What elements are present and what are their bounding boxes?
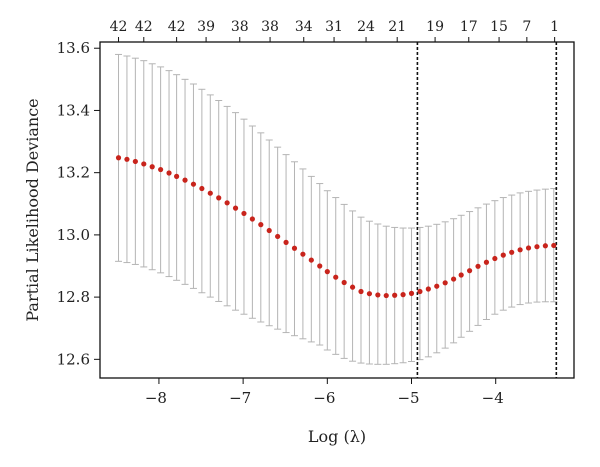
x-tick-label: −7 [229, 389, 251, 407]
top-tick-label: 38 [231, 19, 249, 35]
data-point [392, 292, 398, 298]
x-tick-label: −4 [482, 389, 504, 407]
data-point [492, 255, 498, 262]
top-tick-label: 42 [110, 19, 128, 35]
data-point [317, 263, 323, 269]
top-tick-label: 21 [388, 19, 406, 35]
data-points [115, 155, 557, 299]
error-bar [206, 94, 214, 298]
y-tick-label: 13.0 [57, 226, 90, 244]
data-point [333, 274, 339, 280]
data-point [400, 292, 406, 298]
data-point [408, 290, 415, 296]
top-tick-label: 1 [550, 19, 559, 35]
top-tick-label: 17 [460, 19, 478, 35]
y-tick-label: 12.8 [57, 288, 90, 306]
top-tick-label: 15 [490, 19, 508, 35]
data-point [324, 269, 330, 275]
data-point [483, 259, 490, 265]
data-point [425, 286, 431, 292]
y-tick-label: 13.6 [57, 39, 90, 57]
data-point [458, 272, 464, 278]
data-point [366, 291, 373, 297]
top-axis: 42 42 42 39 38 38 34 31 24 21 19 17 15 7 1 [110, 19, 559, 42]
data-point [308, 257, 314, 263]
top-tick-label: 42 [135, 19, 153, 35]
data-point [241, 210, 247, 217]
data-point [224, 200, 230, 206]
data-point [358, 288, 364, 295]
x-tick-label: −6 [313, 389, 335, 407]
error-bar [257, 132, 265, 323]
data-point [275, 233, 281, 240]
x-axis-title: Log (λ) [308, 427, 366, 446]
x-tick-label: −8 [145, 389, 167, 407]
data-point [534, 244, 540, 250]
top-tick-label: 31 [325, 19, 343, 35]
top-tick-label: 39 [197, 19, 215, 35]
data-point [232, 205, 239, 211]
y-tick-label: 13.2 [57, 164, 90, 182]
data-point [434, 283, 440, 289]
top-tick-label: 7 [522, 19, 531, 35]
x-axis: −8 −7 −6 −5 −4 [145, 378, 504, 407]
data-point [349, 284, 356, 290]
data-point [467, 268, 473, 274]
data-point [500, 252, 506, 258]
error-bar [240, 118, 248, 315]
data-point [517, 247, 523, 253]
data-point [141, 161, 147, 167]
data-point [451, 276, 457, 282]
data-point [216, 195, 222, 201]
data-point [509, 249, 515, 255]
error-bars [115, 53, 558, 365]
top-tick-label: 34 [295, 19, 313, 35]
data-point [166, 170, 172, 176]
data-point [174, 173, 180, 179]
data-point [190, 181, 197, 187]
data-point [417, 288, 423, 295]
data-point [182, 177, 188, 183]
data-point [551, 242, 557, 249]
data-point [132, 158, 138, 165]
y-axis: 12.6 12.8 13.0 13.2 13.4 13.6 [57, 39, 100, 368]
data-point [158, 166, 164, 173]
data-point [149, 164, 155, 170]
data-point [124, 156, 130, 162]
reference-lines [416, 42, 558, 378]
data-point [249, 216, 255, 222]
data-point [207, 190, 213, 196]
top-tick-label: 24 [357, 19, 375, 35]
data-point [291, 245, 298, 251]
data-point [442, 280, 448, 286]
error-bar [232, 112, 240, 311]
x-tick-label: −5 [397, 389, 419, 407]
data-point [341, 279, 347, 286]
top-tick-label: 19 [426, 19, 444, 35]
error-bar [223, 105, 231, 307]
data-point [383, 292, 389, 299]
data-point [199, 185, 205, 192]
data-point [375, 292, 381, 298]
y-tick-label: 13.4 [57, 101, 90, 119]
data-point [300, 251, 306, 257]
data-point [266, 227, 272, 234]
y-tick-label: 12.6 [57, 350, 90, 368]
error-bar [215, 99, 223, 302]
data-point [542, 243, 548, 249]
data-point [525, 245, 532, 251]
data-point [283, 239, 289, 245]
error-bar [248, 125, 256, 319]
top-tick-label: 42 [168, 19, 186, 35]
plot-frame [99, 41, 575, 379]
data-point [475, 263, 481, 269]
y-axis-title: Partial Likelihood Deviance [23, 98, 42, 321]
data-point [258, 222, 264, 228]
data-point [115, 155, 122, 161]
top-tick-label: 38 [261, 19, 279, 35]
